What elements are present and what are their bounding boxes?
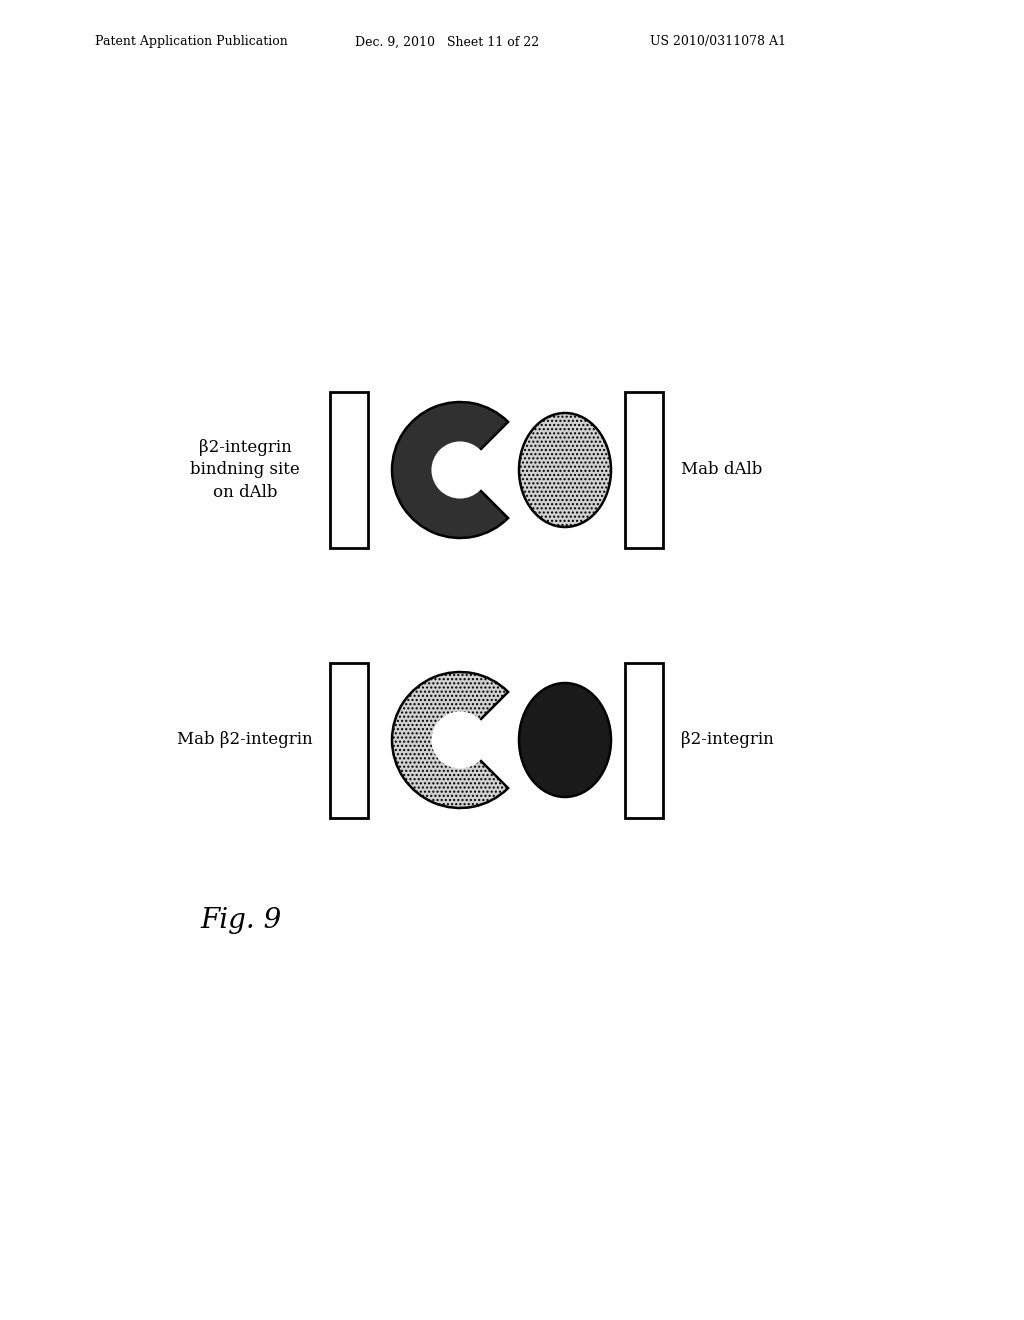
Bar: [330, 392, 368, 548]
Text: β2-integrin: β2-integrin: [681, 731, 774, 748]
Circle shape: [431, 441, 488, 499]
Bar: [625, 663, 663, 817]
Wedge shape: [392, 403, 508, 539]
Ellipse shape: [519, 413, 611, 527]
Text: Mab β2-integrin: Mab β2-integrin: [177, 731, 312, 748]
Bar: [330, 663, 368, 817]
Ellipse shape: [519, 682, 611, 797]
Text: Dec. 9, 2010   Sheet 11 of 22: Dec. 9, 2010 Sheet 11 of 22: [355, 36, 539, 49]
Text: Mab dAlb: Mab dAlb: [681, 462, 763, 479]
Text: β2-integrin
bindning site
on dAlb: β2-integrin bindning site on dAlb: [190, 440, 300, 500]
Text: US 2010/0311078 A1: US 2010/0311078 A1: [650, 36, 786, 49]
Text: Patent Application Publication: Patent Application Publication: [95, 36, 288, 49]
Circle shape: [431, 711, 488, 768]
Wedge shape: [392, 672, 508, 808]
Text: Fig. 9: Fig. 9: [200, 907, 282, 933]
Bar: [625, 392, 663, 548]
